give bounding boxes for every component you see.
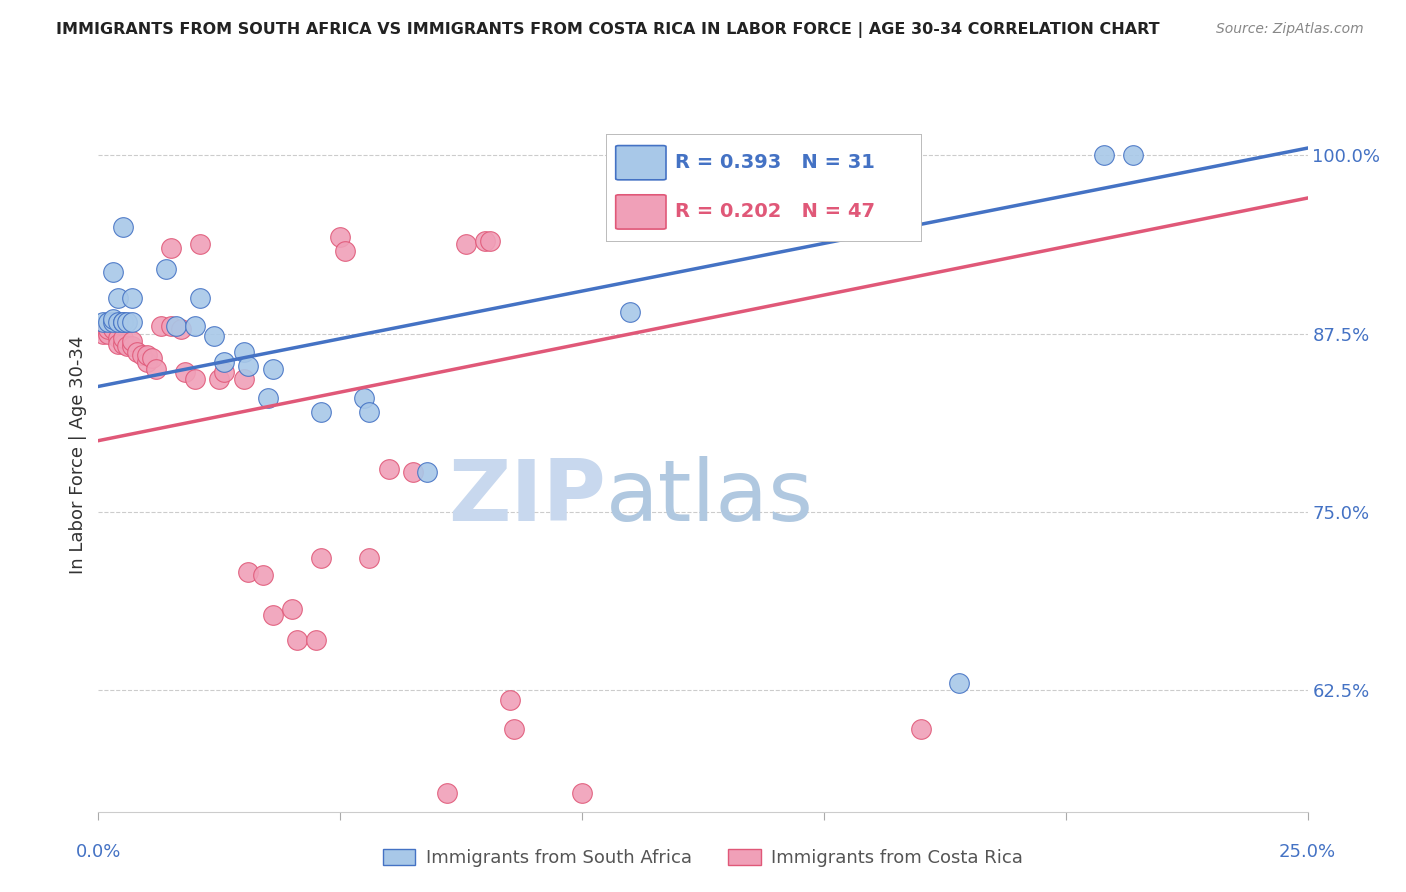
Point [111,336,134,351]
Point [145,362,167,376]
Point [97,322,120,336]
Point [252,567,274,582]
Point [204,329,226,343]
Point [212,355,235,369]
Point [188,236,211,251]
Y-axis label: In Labor Force | Age 30-34: In Labor Force | Age 30-34 [69,335,87,574]
Legend: Immigrants from South Africa, Immigrants from Costa Rica: Immigrants from South Africa, Immigrants… [375,841,1031,874]
Point [1122,148,1144,162]
Point [188,291,211,305]
Point [107,291,129,305]
Point [121,339,143,353]
Point [101,312,124,326]
Point [238,565,260,579]
Point [150,319,173,334]
Point [131,348,153,362]
Point [141,351,163,365]
Point [454,236,477,251]
Point [212,365,235,379]
Point [281,602,304,616]
Point [948,676,970,690]
Point [111,315,134,329]
Point [329,229,352,244]
FancyBboxPatch shape [616,145,666,180]
Point [135,348,157,362]
Point [285,633,308,648]
Point [333,244,356,258]
Point [117,315,139,329]
Point [571,786,593,800]
Point [232,372,254,386]
Text: IMMIGRANTS FROM SOUTH AFRICA VS IMMIGRANTS FROM COSTA RICA IN LABOR FORCE | AGE : IMMIGRANTS FROM SOUTH AFRICA VS IMMIGRAN… [56,22,1160,38]
Point [377,462,399,476]
Point [619,305,641,319]
Point [184,372,207,386]
Point [127,345,149,359]
Point [91,315,114,329]
Point [359,550,381,565]
Point [359,405,381,419]
Point [238,359,260,374]
Point [111,219,134,234]
Point [101,315,124,329]
Point [107,331,129,345]
Point [117,339,139,353]
Point [474,234,496,248]
Point [107,315,129,329]
Point [165,319,187,334]
Point [121,315,143,329]
Point [97,326,120,341]
Point [111,331,134,345]
Point [498,693,520,707]
Text: 0.0%: 0.0% [76,843,121,861]
Point [262,607,284,622]
Point [101,322,124,336]
Point [169,322,191,336]
Point [174,365,197,379]
Point [208,372,231,386]
Point [256,391,278,405]
Text: ZIP: ZIP [449,456,606,540]
Point [1094,148,1116,162]
Point [436,786,458,800]
Point [503,722,526,736]
Point [479,234,502,248]
Text: R = 0.202   N = 47: R = 0.202 N = 47 [675,202,876,221]
Point [309,550,332,565]
Point [416,465,439,479]
Point [910,722,932,736]
Text: R = 0.393   N = 31: R = 0.393 N = 31 [675,153,876,172]
Point [305,633,328,648]
Point [91,326,114,341]
Point [97,315,120,329]
Point [402,465,425,479]
Point [232,345,254,359]
Point [107,336,129,351]
Point [184,319,207,334]
Text: atlas: atlas [606,456,814,540]
Point [135,355,157,369]
Point [160,319,183,334]
Point [353,391,375,405]
Point [121,334,143,348]
FancyBboxPatch shape [616,194,666,229]
Point [309,405,332,419]
Point [111,315,134,329]
Point [262,362,284,376]
Point [160,241,183,255]
Point [101,265,124,279]
Text: Source: ZipAtlas.com: Source: ZipAtlas.com [1216,22,1364,37]
Text: 25.0%: 25.0% [1279,843,1336,861]
Point [155,262,177,277]
Point [121,291,143,305]
